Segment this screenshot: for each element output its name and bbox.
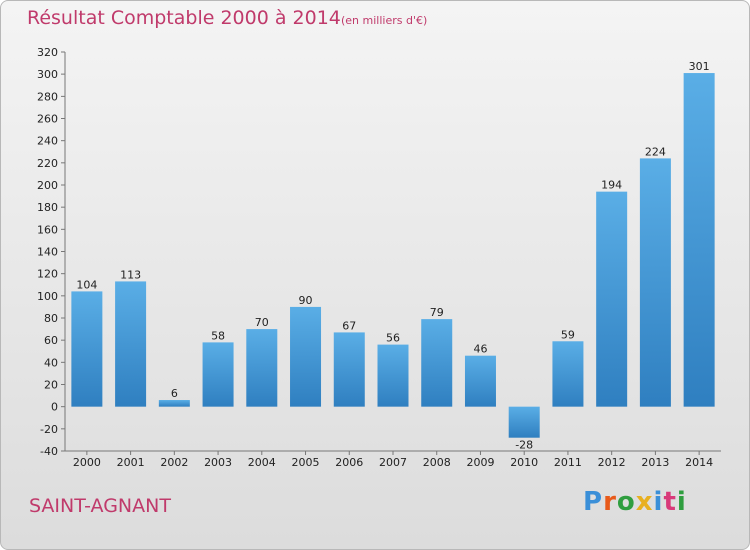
- y-tick-label: -20: [40, 423, 58, 436]
- y-tick-label: 0: [51, 401, 58, 414]
- x-tick-label: 2004: [248, 456, 276, 469]
- data-label-2009: 46: [473, 343, 487, 356]
- y-tick-label: 180: [37, 201, 58, 214]
- logo-letter: t: [663, 487, 677, 517]
- y-tick-label: 320: [37, 46, 58, 59]
- y-tick-label: 60: [44, 334, 58, 347]
- commune-name: SAINT-AGNANT: [29, 495, 171, 517]
- data-label-2004: 70: [255, 316, 269, 329]
- x-tick-label: 2009: [466, 456, 494, 469]
- data-label-2005: 90: [299, 294, 313, 307]
- x-tick-label: 2005: [292, 456, 320, 469]
- y-tick-label: 300: [37, 68, 58, 81]
- bar-2010: [508, 406, 540, 438]
- x-tick-label: 2006: [335, 456, 363, 469]
- chart-axes: -40 -20 0 20 40 60 80 100 120 140 160 180 200 220 240 2…: [37, 46, 721, 469]
- x-tick-label: 2012: [598, 456, 626, 469]
- data-label-2012: 194: [601, 179, 622, 192]
- logo-letter: x: [635, 487, 654, 517]
- y-tick-label: 220: [37, 157, 58, 170]
- x-tick-label: 2003: [204, 456, 232, 469]
- bar-2004: [246, 329, 278, 407]
- x-tick-label: 2007: [379, 456, 407, 469]
- x-tick-label: 2010: [510, 456, 538, 469]
- bar-2011: [552, 341, 584, 407]
- bar-2000: [71, 291, 103, 407]
- data-label-2007: 56: [386, 332, 400, 345]
- y-tick-label: 200: [37, 179, 58, 192]
- x-tick-label: 2014: [685, 456, 713, 469]
- y-tick-label: 40: [44, 356, 58, 369]
- x-tick-label: 2008: [423, 456, 451, 469]
- chart-title: Résultat Comptable 2000 à 2014: [27, 7, 341, 29]
- bar-2006: [333, 332, 365, 407]
- logo-letter: o: [616, 487, 636, 517]
- data-label-2010: -28: [515, 439, 533, 452]
- data-label-2002: 6: [171, 387, 178, 400]
- bar-2001: [115, 281, 147, 407]
- y-tick-label: 160: [37, 223, 58, 236]
- logo-letter: r: [603, 487, 617, 517]
- x-tick-label: 2000: [73, 456, 101, 469]
- data-label-2003: 58: [211, 329, 225, 342]
- logo-letter: P: [583, 487, 604, 517]
- data-label-2008: 79: [430, 306, 444, 319]
- y-tick-label: 80: [44, 312, 58, 325]
- y-tick-label: 240: [37, 135, 58, 148]
- y-tick-label: 260: [37, 113, 58, 126]
- bar-2013: [639, 158, 671, 407]
- x-tick-label: 2001: [117, 456, 145, 469]
- data-label-2013: 224: [645, 145, 666, 158]
- x-tick-label: 2013: [641, 456, 669, 469]
- bar-2014: [683, 73, 715, 407]
- y-tick-label: 20: [44, 379, 58, 392]
- logo-letter: i: [676, 487, 687, 517]
- data-label-2011: 59: [561, 328, 575, 341]
- y-tick-label: -40: [40, 445, 58, 458]
- bar-2012: [596, 191, 628, 407]
- bar-2005: [290, 306, 322, 407]
- data-label-2014: 301: [689, 60, 710, 73]
- y-tick-label: 140: [37, 246, 58, 259]
- bar-2003: [202, 342, 234, 407]
- chart-subtitle: (en milliers d'€): [341, 14, 428, 27]
- x-tick-label: 2002: [160, 456, 188, 469]
- y-tick-label: 100: [37, 290, 58, 303]
- bar-2007: [377, 344, 409, 407]
- chart-data-labels: 104 113 6 58 70 90 67 56 79 46 -28 59 194 224 301: [76, 60, 709, 452]
- chart-bars: [71, 73, 715, 438]
- logo-letter: i: [653, 487, 664, 517]
- bar-2009: [464, 355, 496, 407]
- bar-2002: [158, 400, 190, 407]
- data-label-2000: 104: [76, 278, 97, 291]
- y-tick-label: 280: [37, 90, 58, 103]
- data-label-2001: 113: [120, 268, 141, 281]
- x-tick-label: 2011: [554, 456, 582, 469]
- proxiti-logo[interactable]: Proxiti: [583, 487, 687, 517]
- bar-2008: [421, 319, 453, 407]
- data-label-2006: 67: [342, 319, 356, 332]
- y-tick-label: 120: [37, 268, 58, 281]
